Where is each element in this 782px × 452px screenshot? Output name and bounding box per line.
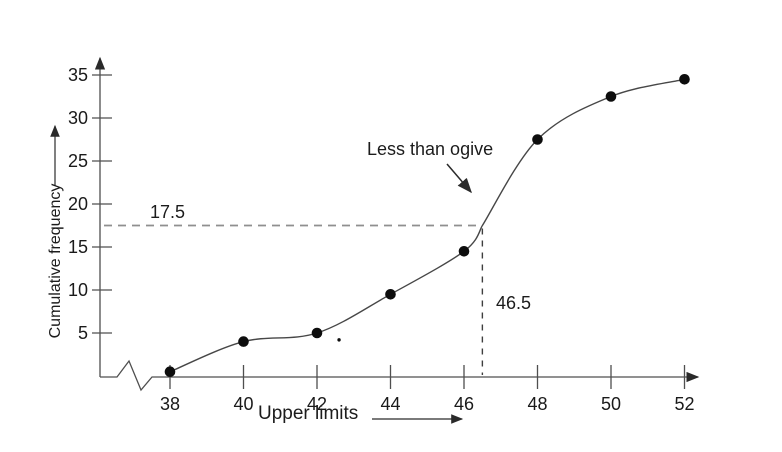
median-cf-guide-label: 17.5	[150, 202, 186, 222]
y-tick-label: 15	[68, 237, 88, 257]
data-point-dot	[164, 366, 176, 378]
data-point-dot	[311, 327, 323, 339]
x-axis	[100, 359, 700, 392]
stray-speck	[337, 338, 341, 342]
y-tick-label: 25	[68, 151, 88, 171]
y-tick-label: 5	[78, 323, 88, 343]
median-x-guide-label: 46.5	[496, 293, 532, 313]
x-tick-label: 52	[674, 394, 694, 414]
data-point-dot	[679, 74, 690, 85]
x-tick-label: 50	[601, 394, 621, 414]
x-tick-label: 46	[454, 394, 474, 414]
y-tick-label: 35	[68, 65, 88, 85]
data-point-dot	[238, 336, 249, 347]
y-axis-title: Cumulative frequency	[47, 183, 64, 339]
x-tick-label: 38	[160, 394, 180, 414]
data-point-dot	[458, 246, 470, 257]
data-point-dot	[532, 134, 543, 145]
x-axis-title: Upper limits	[258, 403, 359, 424]
y-tick-label: 30	[68, 108, 88, 128]
data-point-dot	[385, 289, 396, 300]
x-tick-label: 40	[233, 394, 253, 414]
x-tick-label: 48	[527, 394, 547, 414]
curve-annotation-arrow-icon	[446, 163, 472, 194]
y-tick-label: 10	[68, 280, 88, 300]
curve-annotation-label: Less than ogive	[367, 139, 494, 159]
x-tick-label: 42	[307, 394, 327, 414]
data-point-dot	[605, 91, 617, 102]
x-tick-label: 44	[380, 394, 400, 414]
y-tick-label: 20	[68, 194, 88, 214]
